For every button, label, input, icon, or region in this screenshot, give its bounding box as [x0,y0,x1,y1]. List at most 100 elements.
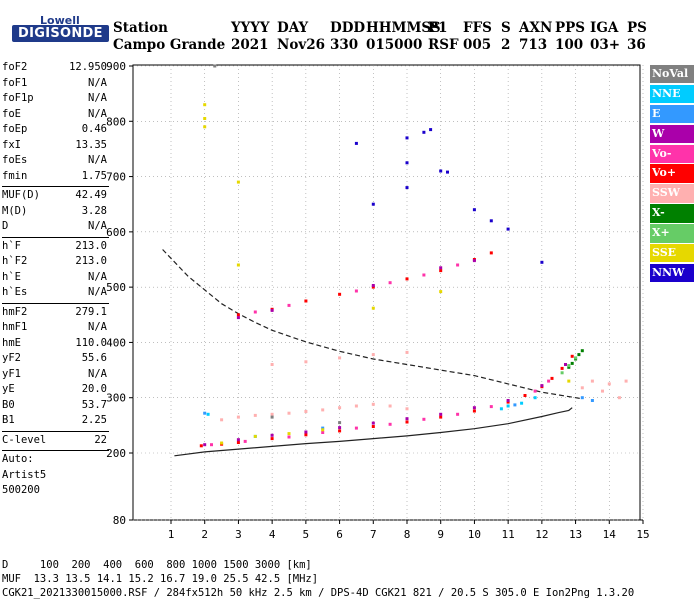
panel-text: Auto: [2,453,34,465]
param-name: MUF(D) [2,189,40,201]
logo-digisonde: DIGISONDE [12,25,109,42]
data-point-ssw [607,382,611,386]
param-row: fxI 13.35 [2,138,109,154]
data-point-vo- [570,354,574,358]
data-point-e [580,396,584,400]
data-point-vo- [388,281,392,285]
param-name: hmF1 [2,321,28,333]
data-point-vo- [405,277,409,281]
data-point-ssw [405,407,409,411]
y-tick-label: 200 [106,447,126,460]
param-row: fmin 1.75 [2,169,109,185]
x-tick-label: 5 [303,528,310,541]
data-point-vo- [287,435,291,439]
param-row: yF2 55.6 [2,351,109,367]
legend-item-e: E [650,104,694,124]
data-point-vo- [304,299,308,303]
param-value: 12.950 [69,61,107,73]
data-point-nnw [422,130,426,134]
param-value: N/A [88,367,107,380]
data-point-vo- [456,412,460,416]
data-point-w [236,438,240,442]
header-year-label: YYYY [231,20,270,36]
param-row: h`Es N/A [2,285,109,301]
param-name: hmF2 [2,305,28,318]
data-point-sse [220,441,224,445]
header-p1-label: P1 [428,20,448,36]
param-value: 2.25 [81,414,107,426]
param-value: 3.28 [81,204,107,217]
data-point-vo- [236,313,240,317]
data-point-e [203,411,207,415]
header-station-label: Station [113,20,168,36]
data-point-vo- [523,394,527,397]
header-year-value: 2021 [231,37,269,53]
data-point-vo- [371,425,375,428]
data-point-vo- [236,441,240,444]
header-iga-label: IGA [590,20,619,36]
header-day-label: DAY [277,20,309,36]
param-name: B0 [2,398,15,411]
data-point-w [338,426,342,430]
data-point-vo- [338,429,342,433]
data-point-w [203,443,207,447]
param-row: D N/A [2,219,109,235]
header-pps-value: 100 [555,37,584,53]
profile-curve-solid [174,407,573,457]
data-point-x- [577,353,581,357]
param-value: 13.35 [75,138,107,151]
param-value: 0.46 [81,123,107,135]
param-row: hmF2 279.1 [2,305,109,321]
data-point-e [590,399,594,402]
param-name: foF2 [2,61,28,73]
legend-item-sse: SSE [650,244,694,263]
param-row: MUF(D) 42.49 [2,188,109,204]
param-row: h`F 213.0 [2,239,109,255]
legend-item-w: W [650,124,694,144]
data-point-nnw [371,202,375,206]
header-s-value: 2 [501,37,511,53]
param-name: yE [2,383,15,395]
data-point-noval [338,421,342,425]
param-row: foF1 N/A [2,76,109,92]
legend-item-nne: NNE [650,84,694,104]
data-point-ssw [270,363,274,366]
param-name: foEs [2,154,28,166]
y-tick-label: 80 [113,514,126,527]
data-point-w [236,316,240,320]
data-point-nnw [405,186,409,190]
data-point-w [564,363,567,366]
header-doy-value: 330 [330,37,359,53]
data-point-vo- [533,389,537,393]
legend-item-x-: X- [650,204,694,223]
data-point-x- [567,365,571,369]
data-point-vo- [338,292,342,296]
param-row: h`F2 213.0 [2,254,109,270]
data-point-ssw [338,356,342,360]
data-point-vo- [270,437,274,441]
parameter-panel: foF2 12.950 foF1 N/A foF1p N/A foE N/A foEp 0.46 f… [2,60,109,499]
data-point-ssw [270,412,274,416]
x-tick-label: 10 [468,528,481,541]
data-point-e [321,426,325,430]
data-point-vo- [405,420,409,424]
x-tick-label: 1 [168,528,175,541]
data-point-nne [206,412,210,416]
data-point-w [270,433,274,437]
data-point-ssw [580,386,584,390]
data-point-w [472,406,476,410]
panel-separator [2,302,109,304]
x-tick-label: 3 [235,528,242,541]
footer-file-info: CGK21_2021330015000.RSF / 284fx512h 50 k… [2,587,635,599]
data-point-nne [520,401,524,405]
data-point-sse [236,180,240,184]
data-point-sse [567,379,571,383]
data-point-vo- [253,310,257,314]
param-row: C-level 22 [2,433,109,449]
param-name: B1 [2,414,15,426]
data-point-w [371,421,375,425]
data-point-vo- [489,405,493,409]
param-value: N/A [88,270,107,283]
header-ffs-value: 005 [463,37,492,53]
param-value: 53.7 [81,398,107,411]
